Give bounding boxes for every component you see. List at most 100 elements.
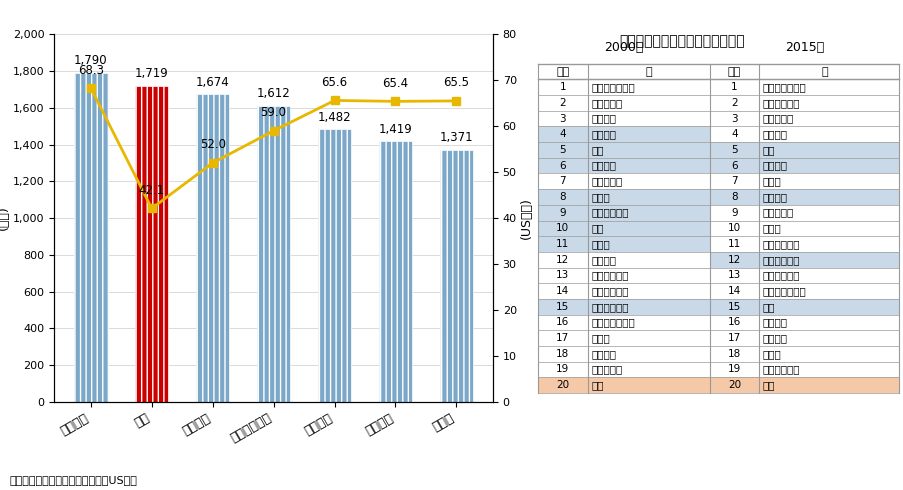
Text: 12: 12 (555, 255, 569, 265)
Text: イタリア: イタリア (762, 318, 787, 327)
Text: 12: 12 (727, 255, 740, 265)
Text: 7: 7 (731, 176, 737, 186)
Text: 2: 2 (731, 98, 737, 108)
Bar (135, 86, 168, 402)
Text: 10: 10 (727, 223, 740, 233)
Text: 1,371: 1,371 (439, 131, 472, 145)
Text: イスラエル: イスラエル (591, 365, 622, 374)
Text: 1,719: 1,719 (135, 68, 169, 80)
Text: 18: 18 (727, 349, 740, 359)
Text: 65.4: 65.4 (382, 77, 408, 90)
Text: 18: 18 (555, 349, 569, 359)
Text: 国: 国 (645, 67, 651, 76)
Text: ノルウェー: ノルウェー (762, 114, 794, 123)
Text: オーストリア: オーストリア (762, 239, 799, 249)
Text: 9: 9 (731, 208, 737, 218)
Text: 1,790: 1,790 (74, 54, 107, 67)
Text: 2: 2 (559, 98, 565, 108)
Text: ベルギー: ベルギー (591, 114, 616, 123)
Text: 15: 15 (555, 302, 569, 312)
Text: カナダ: カナダ (591, 333, 610, 343)
Text: フランス: フランス (591, 161, 616, 171)
Bar (74, 73, 107, 402)
Text: 3: 3 (559, 114, 565, 123)
Text: 17: 17 (727, 333, 740, 343)
Text: 6: 6 (731, 161, 737, 171)
Text: アイルランド: アイルランド (762, 98, 799, 108)
Text: 16: 16 (555, 318, 569, 327)
Text: 日本: 日本 (762, 380, 775, 390)
Text: 10: 10 (555, 223, 569, 233)
Text: 17: 17 (555, 333, 569, 343)
Text: 14: 14 (727, 286, 740, 296)
Text: 2000年: 2000年 (603, 41, 643, 54)
Bar (256, 105, 290, 402)
Text: 1: 1 (731, 82, 737, 92)
Text: 日本: 日本 (591, 380, 603, 390)
Text: 2015年: 2015年 (784, 41, 824, 54)
Text: 13: 13 (555, 270, 569, 280)
Text: イタリア: イタリア (591, 255, 616, 265)
Text: 20: 20 (727, 380, 740, 390)
Text: ルクセンブルク: ルクセンブルク (591, 82, 634, 92)
Text: アイスランド: アイスランド (762, 365, 799, 374)
Text: 時間あたり労偔生産性の順位比較: 時間あたり労偔生産性の順位比較 (619, 34, 744, 49)
Text: 59.0: 59.0 (260, 106, 286, 119)
Text: オランダ: オランダ (762, 192, 787, 202)
Text: 65.6: 65.6 (321, 76, 348, 89)
Y-axis label: (時間): (時間) (0, 206, 10, 230)
Text: スペイン: スペイン (591, 349, 616, 359)
Text: 1,674: 1,674 (196, 75, 229, 89)
Text: 8: 8 (731, 192, 737, 202)
Text: ドイツ: ドイツ (591, 192, 610, 202)
Text: 68.3: 68.3 (78, 64, 104, 76)
Text: オーストリア: オーストリア (591, 270, 628, 280)
Text: 15: 15 (727, 302, 740, 312)
Text: 11: 11 (555, 239, 569, 249)
Text: スペイン: スペイン (762, 333, 787, 343)
Text: 16: 16 (727, 318, 740, 327)
Y-axis label: (USドル): (USドル) (519, 197, 532, 239)
Text: 1,419: 1,419 (378, 122, 412, 136)
Text: 順位: 順位 (555, 67, 569, 76)
Text: 1,612: 1,612 (256, 87, 290, 100)
Text: 20: 20 (555, 380, 569, 390)
Text: 9: 9 (559, 208, 565, 218)
Bar (378, 141, 412, 402)
Bar (318, 129, 351, 402)
Text: アイルランド: アイルランド (591, 286, 628, 296)
Text: 6: 6 (559, 161, 565, 171)
Text: フィンランド: フィンランド (591, 302, 628, 312)
Bar (439, 150, 472, 402)
Text: ベルギー: ベルギー (762, 129, 787, 139)
Text: フィンランド: フィンランド (762, 270, 799, 280)
Text: ノルウェー: ノルウェー (591, 98, 622, 108)
Text: 5: 5 (559, 145, 565, 155)
Text: 13: 13 (727, 270, 740, 280)
Text: 1,482: 1,482 (317, 111, 351, 124)
Text: 5: 5 (731, 145, 737, 155)
Text: フランス: フランス (762, 161, 787, 171)
Text: 英国: 英国 (591, 223, 603, 233)
Bar (196, 94, 229, 402)
Text: 65.5: 65.5 (442, 76, 469, 89)
Text: デンマーク: デンマーク (762, 208, 794, 218)
Text: 52.0: 52.0 (200, 139, 226, 151)
Text: 4: 4 (559, 129, 565, 139)
Text: 米国: 米国 (591, 145, 603, 155)
Text: スイス: スイス (591, 239, 610, 249)
Text: 米国: 米国 (762, 145, 775, 155)
Text: 3: 3 (731, 114, 737, 123)
Text: 19: 19 (727, 365, 740, 374)
Text: 42.1: 42.1 (138, 184, 164, 197)
Text: スウェーデン: スウェーデン (591, 208, 628, 218)
Text: カナダ: カナダ (762, 349, 781, 359)
Text: オランダ: オランダ (591, 129, 616, 139)
Text: 1: 1 (559, 82, 565, 92)
Text: 順位: 順位 (727, 67, 740, 76)
Text: 8: 8 (559, 192, 565, 202)
Text: ドイツ: ドイツ (762, 176, 781, 186)
Text: 19: 19 (555, 365, 569, 374)
Text: デンマーク: デンマーク (591, 176, 622, 186)
Text: スウェーデン: スウェーデン (762, 255, 799, 265)
